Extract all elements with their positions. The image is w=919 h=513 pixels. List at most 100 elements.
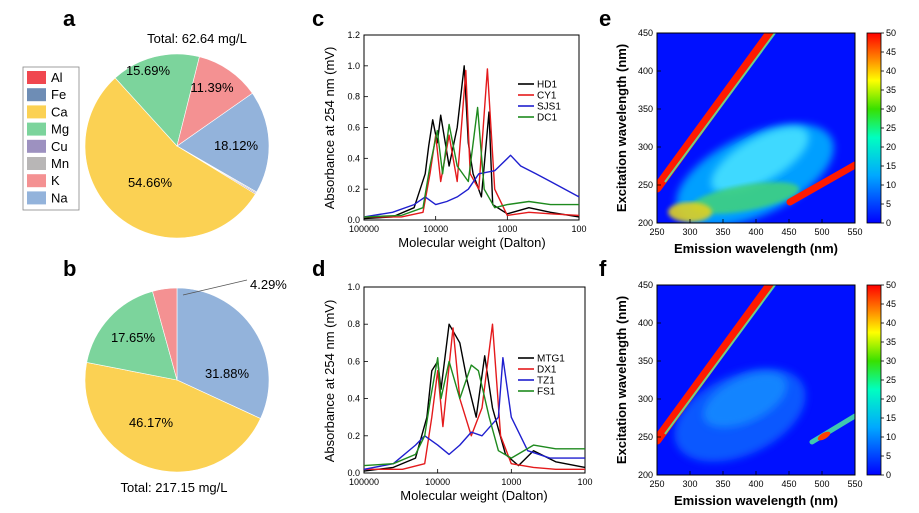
legend-label-na: Na xyxy=(51,190,68,205)
xtick-label: 450 xyxy=(781,479,796,489)
colorbar-tick-label: 25 xyxy=(886,123,896,133)
pie-b-label-na: 31.88% xyxy=(205,366,250,381)
panel-label-a: a xyxy=(63,6,76,31)
xtick-label: 300 xyxy=(682,227,697,237)
legend-label-mn: Mn xyxy=(51,156,69,171)
xtick-label: 100000 xyxy=(349,477,379,487)
xtick-label: 400 xyxy=(748,479,763,489)
pie-a-slice-k xyxy=(176,56,253,147)
legend-swatch-al xyxy=(27,71,46,84)
pie-a-label-mg: 15.69% xyxy=(126,63,171,78)
xlabel-d: Molecular weight (Dalton) xyxy=(400,488,547,503)
pie-chart-b: 31.88% 46.17% 17.65% 4.29% xyxy=(84,277,287,473)
legend-label-al: Al xyxy=(51,70,63,85)
ylabel-f: Excitation wavelength (nm) xyxy=(614,296,629,464)
ytick-label: 400 xyxy=(638,66,653,76)
ytick-label: 450 xyxy=(638,28,653,38)
legend-swatch-na xyxy=(27,191,46,205)
colorbar-tick-label: 40 xyxy=(886,66,896,76)
colorbar-tick-label: 15 xyxy=(886,413,896,423)
ytick-label: 300 xyxy=(638,394,653,404)
xtick-label: 10000 xyxy=(425,477,450,487)
ytick-label: 0.0 xyxy=(347,468,360,478)
pie-b-slice-mg xyxy=(86,290,178,381)
ytick-label: 0.8 xyxy=(347,92,360,102)
line-chart-c: Molecular weight (Dalton) Absorbance at … xyxy=(322,30,587,250)
ytick-label: 250 xyxy=(638,432,653,442)
panel-label-e: e xyxy=(599,6,611,31)
legend-label-cy1: CY1 xyxy=(537,91,557,102)
pie-b-label-k: 4.29% xyxy=(250,277,287,292)
ytick-label: 0.0 xyxy=(347,215,360,225)
ytick-label: 350 xyxy=(638,104,653,114)
ytick-label: 450 xyxy=(638,280,653,290)
panel-label-d: d xyxy=(312,256,325,281)
ytick-label: 0.2 xyxy=(347,184,360,194)
ytick-label: 0.8 xyxy=(347,319,360,329)
colorbar-tick-label: 50 xyxy=(886,28,896,38)
ylabel-c: Absorbance at 254 nm (mV) xyxy=(322,47,337,210)
colorbar-tick-label: 10 xyxy=(886,432,896,442)
xtick-label: 250 xyxy=(649,479,664,489)
ytick-label: 250 xyxy=(638,180,653,190)
ytick-label: 0.4 xyxy=(347,153,360,163)
colorbar-tick-label: 45 xyxy=(886,299,896,309)
series-line-dc1 xyxy=(363,106,579,218)
pie-a-slice-mg xyxy=(114,53,200,147)
legend-swatch-cu xyxy=(27,139,46,153)
series-line-hd1 xyxy=(363,65,580,220)
colorbar-tick-label: 30 xyxy=(886,356,896,366)
pie-b-slice-na xyxy=(176,287,270,419)
rayleigh-scatter-e xyxy=(657,33,775,193)
axes-frame-d xyxy=(363,286,586,474)
ylabel-d: Absorbance at 254 nm (mV) xyxy=(322,300,337,463)
colorbar-tick-label: 0 xyxy=(886,218,891,228)
legend-swatch-ca xyxy=(27,105,46,119)
xtick-label: 10000 xyxy=(423,224,448,234)
ytick-label: 400 xyxy=(638,318,653,328)
line-chart-d: Molecular weight (Dalton) Absorbance at … xyxy=(322,282,593,503)
xtick-label: 450 xyxy=(781,227,796,237)
series-line-tz1 xyxy=(363,357,585,470)
scatter-edge-f xyxy=(664,285,776,435)
xtick-label: 300 xyxy=(682,479,697,489)
colorbar-tick-label: 35 xyxy=(886,85,896,95)
panel-label-c: c xyxy=(312,6,324,31)
ytick-label: 1.0 xyxy=(347,282,360,292)
colorbar-tick-label: 10 xyxy=(886,180,896,190)
xtick-label: 250 xyxy=(649,227,664,237)
colorbar-tick-label: 50 xyxy=(886,280,896,290)
pie-a-slice-na xyxy=(176,92,270,193)
fluorescence-peak-e xyxy=(690,182,800,214)
colorbar-f xyxy=(866,284,882,476)
legend-swatch-k xyxy=(27,174,46,188)
ytick-label: 0.6 xyxy=(347,123,360,133)
rayleigh-scatter-f xyxy=(657,285,775,445)
fluorescence-hotspot-e xyxy=(668,202,712,222)
heatmap-e: Emission wavelength (nm) Excitation wave… xyxy=(614,28,896,256)
legend-label-mtg1: MTG1 xyxy=(537,354,565,365)
xlabel-e: Emission wavelength (nm) xyxy=(674,241,838,256)
ytick-label: 1.2 xyxy=(347,30,360,40)
xtick-label: 1000 xyxy=(501,477,521,487)
axes-frame-c xyxy=(363,34,580,221)
series-line-cy1 xyxy=(364,68,580,218)
legend-label-sjs1: SJS1 xyxy=(537,102,561,113)
pie-b-slice-k xyxy=(152,287,178,381)
legend-label-hd1: HD1 xyxy=(537,80,557,91)
scatter-edge-e xyxy=(664,33,776,183)
ytick-label: 300 xyxy=(638,142,653,152)
ylabel-e: Excitation wavelength (nm) xyxy=(614,44,629,212)
colorbar-tick-label: 25 xyxy=(886,375,896,385)
legend-label-fe: Fe xyxy=(51,87,66,102)
xtick-label: 100000 xyxy=(349,224,379,234)
legend-label-cu: Cu xyxy=(51,139,68,154)
colorbar-tick-label: 20 xyxy=(886,394,896,404)
legend-swatch-fe xyxy=(27,88,46,102)
legend-label-mg: Mg xyxy=(51,122,69,137)
pie-b-label-mg: 17.65% xyxy=(111,330,156,345)
second-order-scatter-e xyxy=(786,161,855,206)
xtick-label: 350 xyxy=(715,227,730,237)
xtick-label: 100 xyxy=(577,477,592,487)
ytick-label: 200 xyxy=(638,218,653,228)
